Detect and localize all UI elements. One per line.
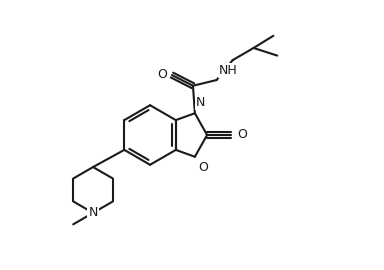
Text: N: N bbox=[195, 96, 205, 109]
Text: O: O bbox=[157, 68, 167, 81]
Text: O: O bbox=[198, 161, 208, 174]
Text: NH: NH bbox=[219, 64, 238, 77]
Text: N: N bbox=[88, 206, 98, 220]
Text: O: O bbox=[238, 129, 247, 141]
